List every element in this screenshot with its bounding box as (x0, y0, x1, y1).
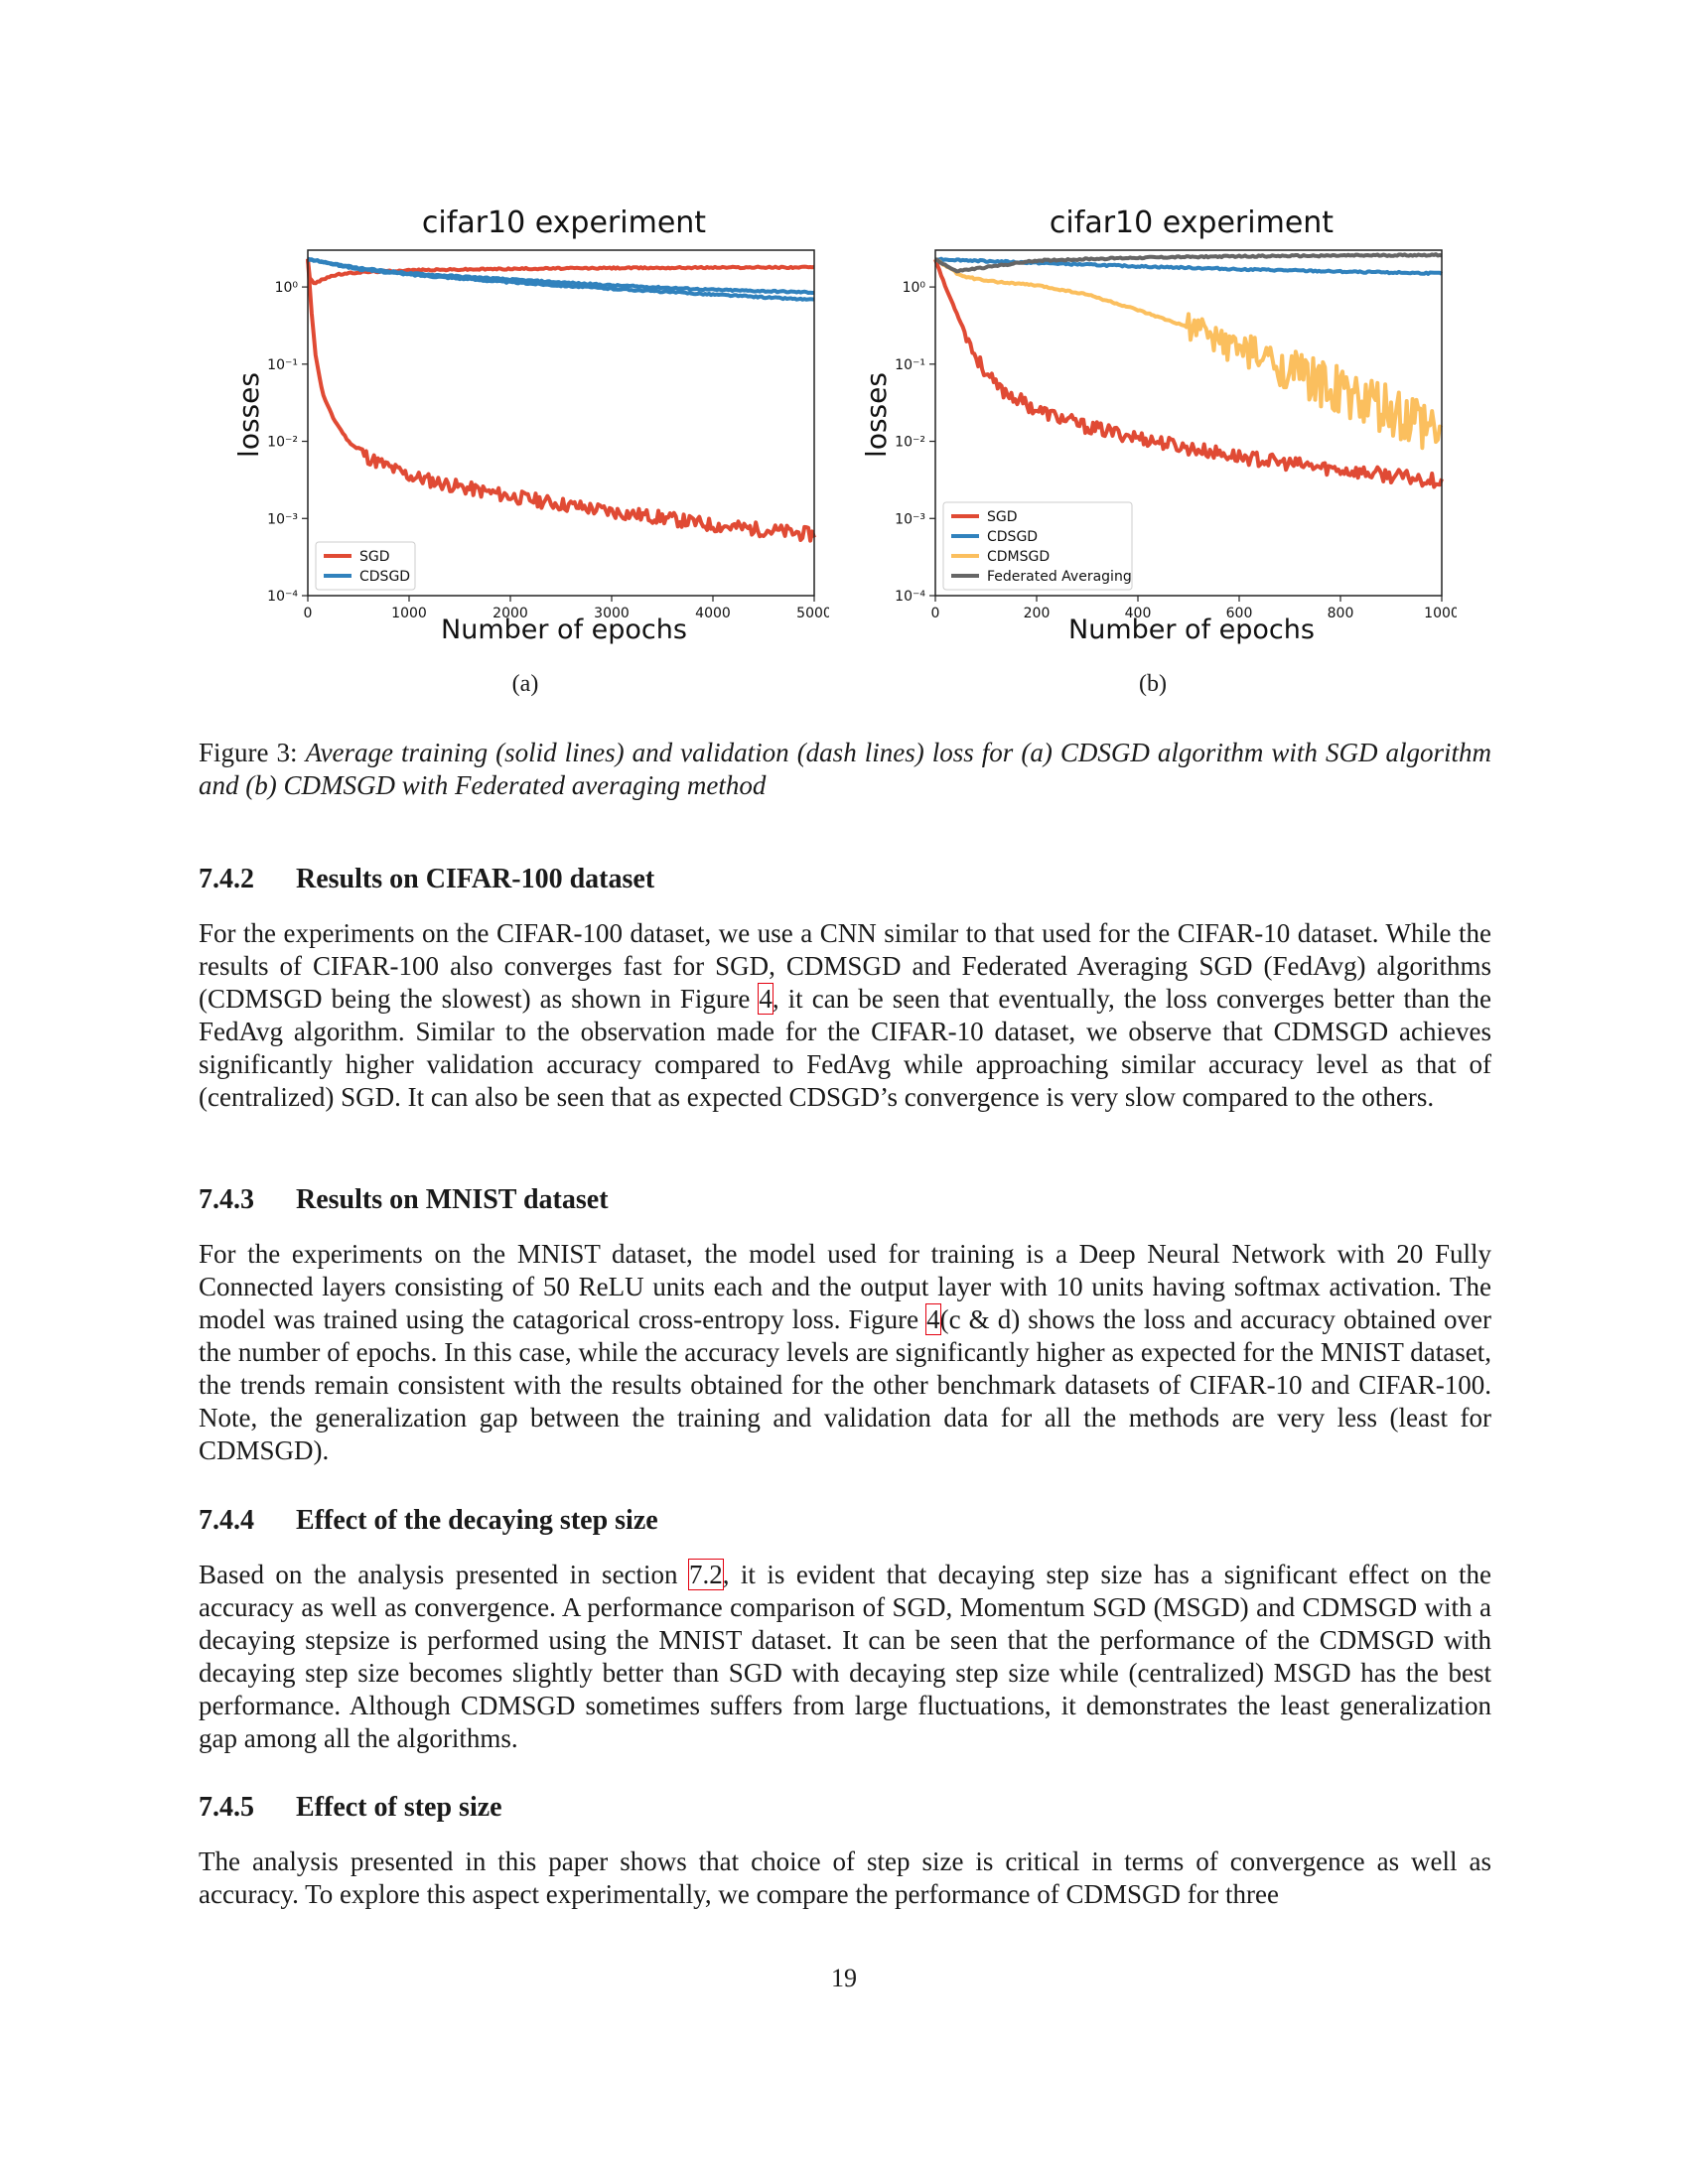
chart-a: cifar10 experiment losses Number of epoc… (232, 205, 829, 645)
y-tick-label: 10⁻¹ (267, 357, 298, 373)
legend-label: CDSGD (359, 569, 410, 585)
paragraph-text: , it can be seen that eventually, the lo… (199, 984, 1491, 1112)
section-paragraph: Based on the analysis presented in secti… (199, 1559, 1491, 1755)
figure-ref-link[interactable]: 4 (758, 983, 774, 1015)
x-tick-label: 200 (1024, 606, 1051, 621)
figure-a: cifar10 experiment losses Number of epoc… (223, 199, 829, 655)
section-title: Effect of step size (296, 1792, 502, 1823)
caption-prefix: Figure 3: (199, 738, 298, 767)
x-tick-label: 800 (1328, 606, 1354, 621)
chart-a-xlabel: Number of epochs (441, 614, 687, 645)
caption-text: Average training (solid lines) and valid… (199, 738, 1491, 800)
section-title: Effect of the decaying step size (296, 1505, 658, 1536)
series-line-cdmsgd (933, 257, 1444, 451)
x-tick-label: 5000 (796, 606, 829, 621)
series-line-sgd (933, 258, 1444, 489)
x-tick-label: 3000 (594, 606, 630, 621)
series-line-federated-averaging (934, 252, 1443, 274)
x-tick-label: 1000 (391, 606, 427, 621)
chart-b: cifar10 experiment losses Number of epoc… (860, 205, 1457, 645)
y-tick-label: 10⁰ (903, 280, 926, 296)
y-tick-label: 10⁻¹ (895, 357, 925, 373)
section-paragraph: For the experiments on the MNIST dataset… (199, 1238, 1491, 1467)
chart-legend: SGD CDSGD CDMSGD Federated Averaging (942, 501, 1133, 591)
y-tick-label: 10⁻³ (895, 511, 925, 527)
legend-label: Federated Averaging (987, 569, 1132, 585)
series-line-cdsgd (307, 256, 815, 302)
figure-caption: Figure 3: Average training (solid lines)… (199, 737, 1491, 802)
x-tick-label: 0 (304, 606, 313, 621)
chart-b-xlabel: Number of epochs (1068, 614, 1315, 645)
series-line-cdsgd (934, 256, 1444, 276)
section-number: 7.4.4 (199, 1505, 254, 1536)
x-tick-label: 1000 (1424, 606, 1457, 621)
section-number: 7.4.2 (199, 864, 254, 894)
chart-a-plot-area: 0 1000 2000 3000 4000 5000 10⁰ 10⁻¹ 10⁻² 10⁻³ 10⁻⁴… (267, 249, 829, 621)
y-tick-label: 10⁻² (267, 435, 298, 451)
paragraph-text: Based on the analysis presented in secti… (199, 1560, 689, 1589)
section-7-4-4: 7.4.4 Effect of the decaying step size Ba… (199, 1505, 1491, 1755)
y-tick-label: 10⁰ (275, 280, 299, 296)
x-tick-label: 400 (1125, 606, 1152, 621)
figure-a-sublabel: (a) (511, 671, 539, 697)
legend-label: SGD (987, 509, 1018, 525)
section-heading: 7.4.5 Effect of step size (199, 1792, 1491, 1824)
section-title: Results on CIFAR-100 dataset (296, 864, 655, 894)
section-number: 7.4.5 (199, 1792, 254, 1823)
x-tick-label: 4000 (695, 606, 731, 621)
section-paragraph: For the experiments on the CIFAR-100 dat… (199, 917, 1491, 1114)
page-number: 19 (831, 1964, 857, 1992)
chart-a-ylabel: losses (232, 372, 265, 458)
section-heading: 7.4.2 Results on CIFAR-100 dataset (199, 864, 1491, 895)
series-line-sgd (306, 258, 816, 543)
section-heading: 7.4.3 Results on MNIST dataset (199, 1184, 1491, 1216)
x-tick-label: 600 (1226, 606, 1253, 621)
chart-a-title: cifar10 experiment (422, 205, 706, 240)
legend-label: CDSGD (987, 529, 1038, 545)
section-7-4-5: 7.4.5 Effect of step size The analysis pr… (199, 1792, 1491, 1911)
y-tick-label: 10⁻⁴ (267, 589, 298, 605)
section-heading: 7.4.4 Effect of the decaying step size (199, 1505, 1491, 1537)
section-paragraph: The analysis presented in this paper sho… (199, 1845, 1491, 1911)
chart-b-plot-area: 0 200 400 600 800 1000 10⁰ 10⁻¹ 10⁻² 10⁻³ 10⁻⁴ SGD C… (895, 249, 1457, 621)
section-title: Results on MNIST dataset (296, 1184, 609, 1215)
y-tick-label: 10⁻⁴ (895, 589, 925, 605)
paragraph-text: The analysis presented in this paper sho… (199, 1846, 1491, 1909)
section-ref-link[interactable]: 7.2 (687, 1559, 724, 1590)
y-tick-label: 10⁻³ (267, 511, 298, 527)
chart-legend: SGD CDSGD (315, 541, 416, 591)
section-number: 7.4.3 (199, 1184, 254, 1215)
x-tick-label: 0 (931, 606, 940, 621)
section-7-4-2: 7.4.2 Results on CIFAR-100 dataset For th… (199, 864, 1491, 1114)
plot-frame (934, 249, 1443, 597)
chart-b-title: cifar10 experiment (1050, 205, 1334, 240)
paragraph-text: , it is evident that decaying step size … (199, 1560, 1491, 1753)
figure-b-sublabel: (b) (1139, 671, 1167, 697)
legend-label: CDMSGD (987, 549, 1050, 565)
section-7-4-3: 7.4.3 Results on MNIST dataset For the ex… (199, 1184, 1491, 1467)
chart-b-ylabel: losses (860, 372, 893, 458)
paragraph-text: (c & d) shows the loss and accuracy obta… (199, 1304, 1491, 1465)
paragraph-text: For the experiments on the CIFAR-100 dat… (199, 918, 1491, 1014)
x-tick-label: 2000 (492, 606, 528, 621)
y-tick-label: 10⁻² (895, 435, 925, 451)
figure-ref-link[interactable]: 4 (925, 1303, 941, 1335)
paragraph-text: For the experiments on the MNIST dataset… (199, 1239, 1491, 1334)
plot-frame (307, 249, 815, 597)
figure-b: cifar10 experiment losses Number of epoc… (851, 199, 1457, 655)
legend-label: SGD (359, 549, 390, 565)
